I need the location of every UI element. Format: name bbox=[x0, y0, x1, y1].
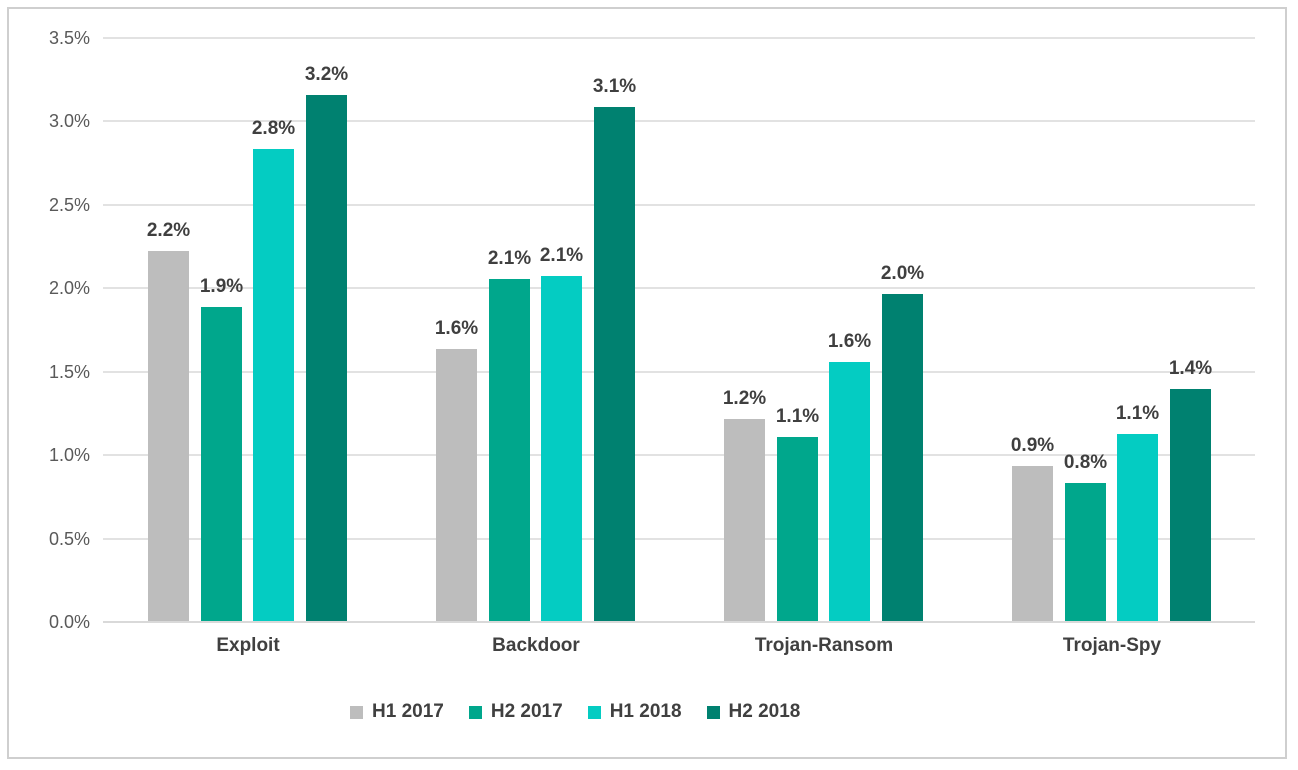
gridline bbox=[103, 287, 1255, 289]
data-label: 3.2% bbox=[304, 64, 349, 85]
legend-swatch-icon bbox=[350, 705, 363, 719]
bar-h1-2017-backdoor bbox=[436, 349, 477, 621]
data-label: 0.8% bbox=[1063, 452, 1108, 473]
legend-item-h2-2017: H2 2017 bbox=[468, 701, 563, 723]
legend-label: H2 2017 bbox=[490, 701, 563, 722]
bar-h2-2018-backdoor bbox=[594, 107, 635, 621]
legend-swatch-icon bbox=[587, 705, 601, 719]
legend-item-h1-2018: H1 2018 bbox=[587, 701, 682, 723]
data-label: 2.1% bbox=[539, 245, 584, 266]
gridline bbox=[103, 204, 1255, 206]
y-axis-tick-label: 2.5% bbox=[48, 195, 90, 215]
bar-h2-2017-trojan-spy bbox=[1065, 483, 1106, 621]
x-axis-category-label: Trojan-Ransom bbox=[754, 635, 894, 656]
chart-border bbox=[7, 7, 1287, 759]
x-axis-line bbox=[103, 621, 1255, 623]
bar-h2-2017-trojan-ransom bbox=[777, 437, 818, 621]
y-axis-tick-label: 3.5% bbox=[48, 28, 90, 48]
bar-h1-2018-trojan-spy bbox=[1117, 434, 1158, 621]
bar-h2-2018-trojan-spy bbox=[1170, 389, 1211, 621]
data-label: 1.1% bbox=[775, 406, 820, 427]
data-label: 1.6% bbox=[434, 318, 479, 339]
gridline bbox=[103, 371, 1255, 373]
legend-swatch-icon bbox=[468, 705, 482, 719]
data-label: 2.1% bbox=[487, 248, 532, 269]
gridline bbox=[103, 37, 1255, 39]
data-label: 1.4% bbox=[1168, 358, 1213, 379]
data-label: 1.2% bbox=[722, 388, 767, 409]
y-axis-tick-label: 1.0% bbox=[48, 445, 90, 465]
y-axis-tick-label: 3.0% bbox=[48, 111, 90, 131]
gridline bbox=[103, 538, 1255, 540]
data-label: 2.0% bbox=[880, 263, 925, 284]
gridline bbox=[103, 454, 1255, 456]
bar-h1-2018-exploit bbox=[253, 149, 294, 621]
bar-h2-2018-trojan-ransom bbox=[882, 294, 923, 621]
gridline bbox=[103, 120, 1255, 122]
bar-h2-2017-backdoor bbox=[489, 279, 530, 621]
x-axis-category-label: Exploit bbox=[216, 635, 280, 656]
legend-label: H1 2018 bbox=[609, 701, 682, 722]
bar-h2-2017-exploit bbox=[201, 307, 242, 621]
bar-h2-2018-exploit bbox=[306, 95, 347, 621]
bar-h1-2018-trojan-ransom bbox=[829, 362, 870, 621]
data-label: 0.9% bbox=[1010, 435, 1055, 456]
plot-area: 3.5% 3.0% 2.5% 2.0% 1.5% 1.0% 0.5% 0.0% 2.2% 1.9%… bbox=[49, 28, 1255, 656]
data-label: 1.1% bbox=[1115, 403, 1160, 424]
legend-swatch-icon bbox=[706, 705, 720, 719]
legend-label: H2 2018 bbox=[728, 701, 801, 722]
data-label: 1.9% bbox=[199, 276, 244, 297]
data-label: 2.2% bbox=[146, 220, 191, 241]
x-axis-category-label: Trojan-Spy bbox=[1062, 635, 1162, 656]
data-label: 1.6% bbox=[827, 331, 872, 352]
bar-h1-2017-trojan-spy bbox=[1012, 466, 1053, 621]
y-axis-tick-label: 1.5% bbox=[48, 362, 90, 382]
data-label: 2.8% bbox=[251, 118, 296, 139]
bar-h1-2018-backdoor bbox=[541, 276, 582, 621]
legend-item-h1-2017: H1 2017 bbox=[350, 701, 444, 723]
data-label: 3.1% bbox=[592, 76, 637, 97]
bar-h1-2017-exploit bbox=[148, 251, 189, 621]
chart-legend: H1 2017 H2 2017 H1 2018 H2 2018 bbox=[350, 701, 800, 723]
y-axis-tick-label: 0.0% bbox=[48, 612, 90, 632]
y-axis-tick-label: 2.0% bbox=[48, 278, 90, 298]
legend-item-h2-2018: H2 2018 bbox=[706, 701, 801, 723]
legend-label: H1 2017 bbox=[372, 701, 444, 722]
x-axis-category-label: Backdoor bbox=[492, 635, 580, 656]
y-axis-tick-label: 0.5% bbox=[48, 529, 90, 549]
bar-h1-2017-trojan-ransom bbox=[724, 419, 765, 621]
